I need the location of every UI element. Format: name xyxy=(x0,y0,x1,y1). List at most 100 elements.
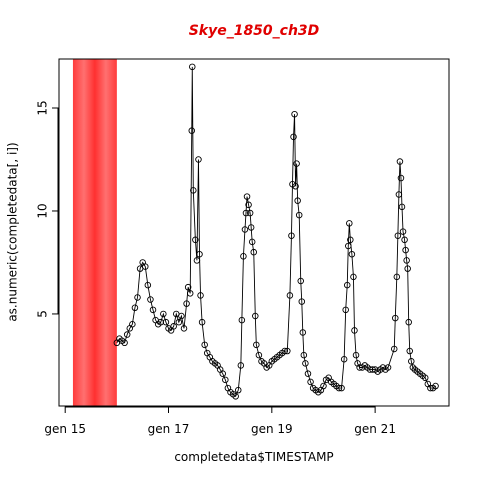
data-point xyxy=(340,356,348,363)
data-point xyxy=(291,110,298,118)
data-point xyxy=(197,292,204,299)
data-point xyxy=(421,374,429,382)
y-tick-label: 5 xyxy=(36,310,50,318)
data-point xyxy=(384,364,392,371)
data-point xyxy=(298,298,306,305)
data-point xyxy=(288,232,295,239)
data-point xyxy=(286,292,294,299)
data-point xyxy=(134,294,141,301)
data-point xyxy=(201,341,208,349)
x-axis-label: completedata$TIMESTAMP xyxy=(174,450,333,464)
data-point xyxy=(144,281,152,289)
data-point xyxy=(281,347,288,355)
data-point xyxy=(295,211,303,219)
data-point xyxy=(401,236,408,244)
data-point xyxy=(234,386,242,394)
data-point xyxy=(237,362,245,369)
data-point xyxy=(175,318,183,326)
data-point xyxy=(255,351,263,359)
data-point xyxy=(302,360,309,367)
data-point xyxy=(403,257,410,264)
data-point xyxy=(342,306,349,314)
data-point xyxy=(219,370,226,377)
y-tick-label: 15 xyxy=(36,100,50,115)
data-point xyxy=(345,242,352,250)
data-point xyxy=(338,384,345,392)
data-point xyxy=(248,238,256,246)
data-point xyxy=(304,370,312,377)
data-point xyxy=(142,263,149,270)
data-point xyxy=(193,257,201,264)
data-point xyxy=(409,364,417,371)
data-point xyxy=(398,203,406,211)
data-point xyxy=(284,347,291,355)
data-point xyxy=(406,347,413,355)
data-point xyxy=(131,304,139,312)
y-tick-label: 10 xyxy=(36,203,50,218)
shaded-region xyxy=(72,59,117,406)
data-point xyxy=(253,341,260,349)
data-point xyxy=(408,358,415,365)
data-point xyxy=(347,236,354,244)
data-point xyxy=(240,253,247,260)
data-point xyxy=(354,360,361,367)
data-point xyxy=(232,393,239,400)
x-tick-label: gen 19 xyxy=(251,422,293,436)
data-point xyxy=(250,248,257,256)
data-point xyxy=(242,209,250,217)
data-point xyxy=(392,314,399,322)
data-point xyxy=(183,300,190,307)
data-point xyxy=(190,187,197,194)
data-point xyxy=(397,174,405,182)
data-point xyxy=(121,339,128,347)
data-point xyxy=(350,273,357,281)
data-point xyxy=(394,232,402,239)
data-point xyxy=(290,133,297,141)
data-point xyxy=(246,209,254,217)
x-tick-label: gen 21 xyxy=(354,422,396,436)
series-line xyxy=(116,66,436,398)
data-point xyxy=(243,193,251,200)
data-point xyxy=(393,273,401,281)
data-point xyxy=(178,312,185,320)
data-point xyxy=(294,197,301,204)
data-point xyxy=(343,281,351,289)
data-point xyxy=(196,250,203,258)
data-point xyxy=(162,318,170,326)
x-tick-label: gen 17 xyxy=(148,422,190,436)
data-point xyxy=(241,226,249,233)
data-point xyxy=(402,246,409,254)
data-point xyxy=(195,156,202,163)
data-point xyxy=(245,201,252,209)
data-point xyxy=(300,351,308,359)
data-point xyxy=(188,127,196,134)
data-point xyxy=(192,236,199,244)
data-point xyxy=(180,325,188,332)
data-point xyxy=(335,384,343,392)
data-point xyxy=(123,331,131,338)
data-point xyxy=(184,283,192,291)
chart-title: Skye_1850_ch3D xyxy=(189,23,320,39)
data-point xyxy=(293,160,300,167)
data-point xyxy=(351,327,358,334)
data-point xyxy=(198,318,206,326)
data-point xyxy=(189,63,196,71)
data-point xyxy=(395,191,403,198)
plot-frame xyxy=(58,58,450,407)
data-point xyxy=(432,382,439,390)
data-point xyxy=(149,306,157,314)
data-point xyxy=(186,290,194,297)
data-point xyxy=(297,277,304,285)
x-tick-label: gen 15 xyxy=(44,422,86,436)
data-point xyxy=(299,329,307,336)
data-point xyxy=(252,312,259,320)
data-point xyxy=(238,316,246,324)
data-point xyxy=(348,250,356,258)
data-point xyxy=(399,228,407,235)
data-point xyxy=(390,345,398,353)
data-point xyxy=(307,378,314,386)
data-point xyxy=(222,376,229,384)
data-point xyxy=(352,351,360,359)
data-point xyxy=(147,296,154,303)
